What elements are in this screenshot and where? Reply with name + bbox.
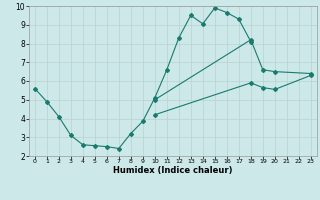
X-axis label: Humidex (Indice chaleur): Humidex (Indice chaleur): [113, 166, 233, 175]
